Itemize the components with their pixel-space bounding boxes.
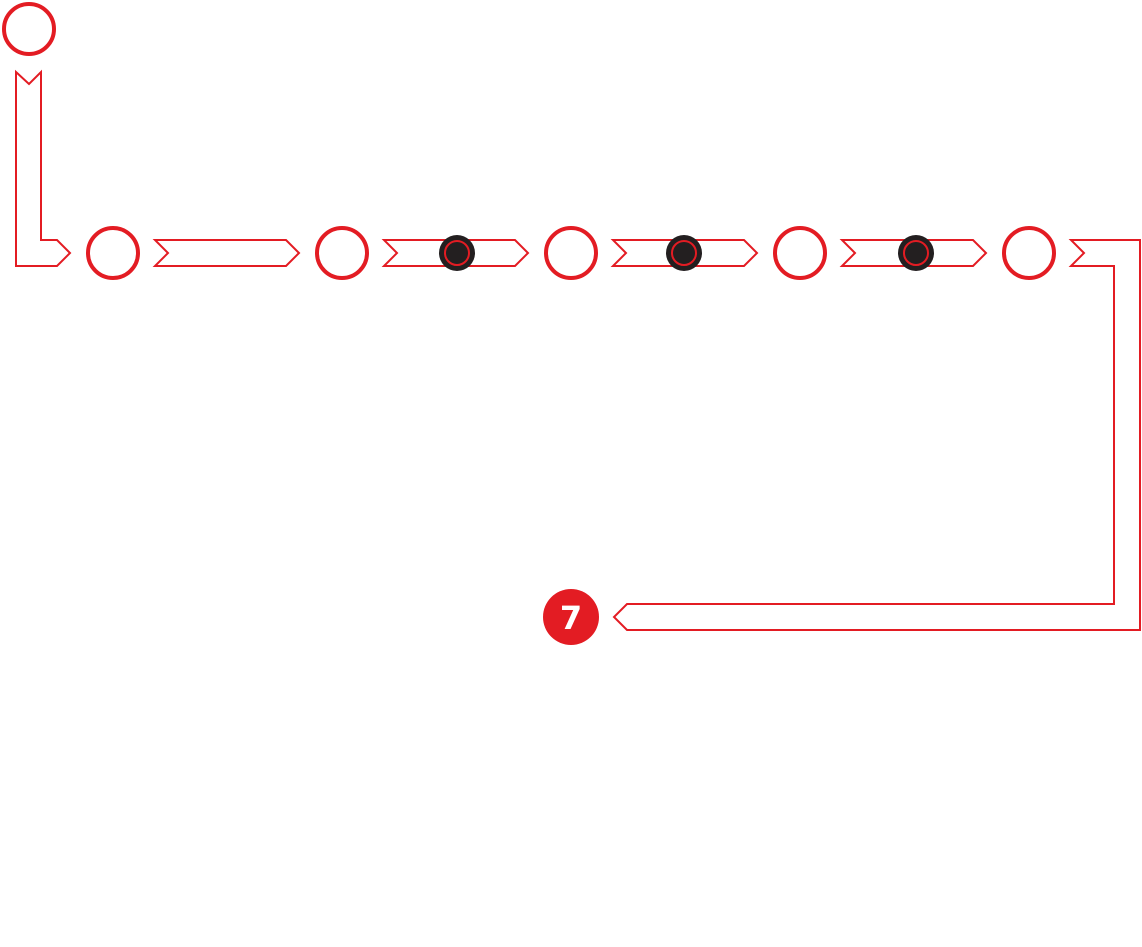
step-1-circle (2, 2, 56, 56)
step-3 (315, 226, 369, 280)
marker-2 (666, 235, 702, 271)
connector-2-to-3 (152, 239, 301, 267)
step-6 (1002, 226, 1056, 280)
connector-3-to-4 (381, 239, 530, 267)
marker-1 (439, 235, 475, 271)
step-group: 7 (2, 2, 1056, 645)
connector-6-to-7 (612, 239, 1141, 631)
connector-group (15, 69, 1141, 631)
marker-3 (898, 235, 934, 271)
step-7-label: 7 (560, 599, 582, 637)
step-6-circle (1002, 226, 1056, 280)
step-2 (86, 226, 140, 280)
step-5-circle (773, 226, 827, 280)
step-7-circle (543, 589, 599, 645)
step-1 (2, 2, 56, 56)
marker-2-inner (671, 240, 697, 266)
step-5 (773, 226, 827, 280)
connector-1-to-2 (15, 69, 72, 267)
marker-group (439, 235, 934, 271)
step-2-circle (86, 226, 140, 280)
connector-4-to-5 (610, 239, 759, 267)
marker-3-inner (903, 240, 929, 266)
step-4-circle (544, 226, 598, 280)
step-7: 7 (543, 589, 599, 645)
step-4 (544, 226, 598, 280)
marker-1-inner (444, 240, 470, 266)
step-3-circle (315, 226, 369, 280)
connector-5-to-6 (839, 239, 988, 267)
